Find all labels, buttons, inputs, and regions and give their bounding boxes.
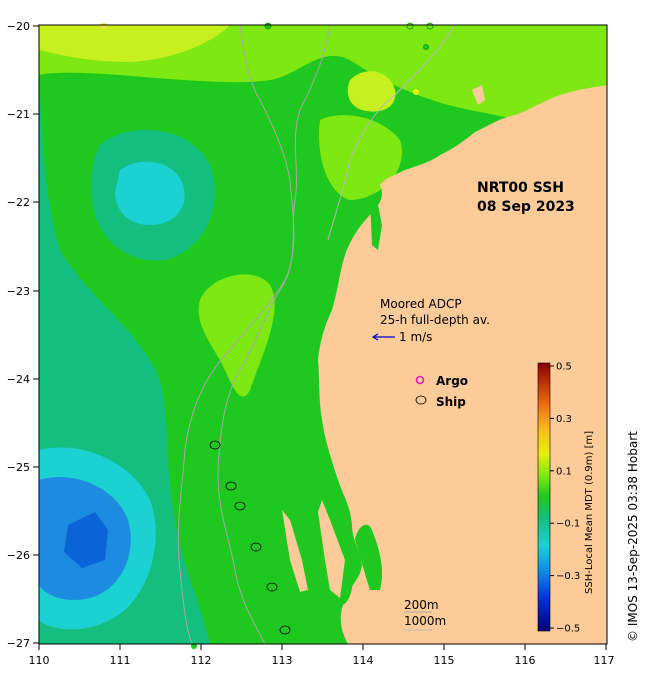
x-tick-label: 111 bbox=[110, 654, 131, 667]
adcp-scale-label: 1 m/s bbox=[399, 330, 432, 344]
y-tick-label: −20 bbox=[7, 20, 30, 33]
adcp-scale-arrow bbox=[371, 333, 395, 341]
colorbar: 0.5 0.3 0.1 −0.1 −0.3 −0.5 SSH-Local Mean MDT… bbox=[537, 362, 595, 635]
x-tick-label: 113 bbox=[272, 654, 293, 667]
legend-argo-label: Argo bbox=[436, 374, 468, 388]
y-tick-label: −23 bbox=[7, 285, 30, 298]
x-tick-label: 112 bbox=[191, 654, 212, 667]
contour-200-label: 200m bbox=[404, 598, 439, 612]
land bbox=[282, 85, 607, 644]
x-tick-label: 110 bbox=[29, 654, 50, 667]
y-tick-label: −27 bbox=[7, 637, 30, 650]
x-tick-label: 117 bbox=[594, 654, 615, 667]
contour-1000-label: 1000m bbox=[404, 614, 446, 628]
y-tick-label: −24 bbox=[7, 373, 30, 386]
colorbar-title: SSH-Local Mean MDT (0.9m) [m] bbox=[584, 431, 595, 594]
map-date: 08 Sep 2023 bbox=[477, 199, 575, 215]
credit-line: © IMOS 13-Sep-2025 03:38 Hobart bbox=[626, 431, 640, 642]
bathymetry-contours bbox=[177, 25, 456, 644]
colorbar-ticks: 0.5 0.3 0.1 −0.1 −0.3 −0.5 bbox=[550, 362, 580, 635]
colorbar-tick-label: 0.1 bbox=[556, 466, 572, 477]
colorbar-scale bbox=[537, 362, 551, 632]
y-tick-label: −25 bbox=[7, 461, 30, 474]
adcp-label-line1: Moored ADCP bbox=[380, 297, 462, 311]
legend: Argo Ship bbox=[415, 374, 468, 409]
argo-legend-icon bbox=[415, 375, 425, 385]
colorbar-tick-label: 0.5 bbox=[556, 362, 572, 373]
colorbar-tick-label: −0.1 bbox=[556, 519, 580, 530]
plot-frame bbox=[38, 24, 608, 645]
colorbar-tick-label: 0.3 bbox=[556, 414, 572, 425]
colorbar-tick-label: −0.3 bbox=[556, 571, 580, 582]
legend-ship-label: Ship bbox=[436, 395, 466, 409]
y-tick-label: −22 bbox=[7, 196, 30, 209]
adcp-label-line2: 25-h full-depth av. bbox=[380, 313, 490, 327]
y-tick-label: −21 bbox=[7, 108, 30, 121]
x-axis: 110 111 112 113 114 115 116 117 bbox=[29, 644, 615, 667]
y-axis: −20 −21 −22 −23 −24 −25 −26 −27 bbox=[7, 20, 39, 650]
colorbar-tick-label: −0.5 bbox=[556, 624, 580, 635]
ship-legend-icon bbox=[415, 395, 427, 405]
x-tick-label: 114 bbox=[353, 654, 374, 667]
x-tick-label: 115 bbox=[434, 654, 455, 667]
y-tick-label: −26 bbox=[7, 549, 30, 562]
map-title: NRT00 SSH bbox=[477, 180, 564, 196]
x-tick-label: 116 bbox=[515, 654, 536, 667]
ship-markers bbox=[209, 440, 291, 635]
